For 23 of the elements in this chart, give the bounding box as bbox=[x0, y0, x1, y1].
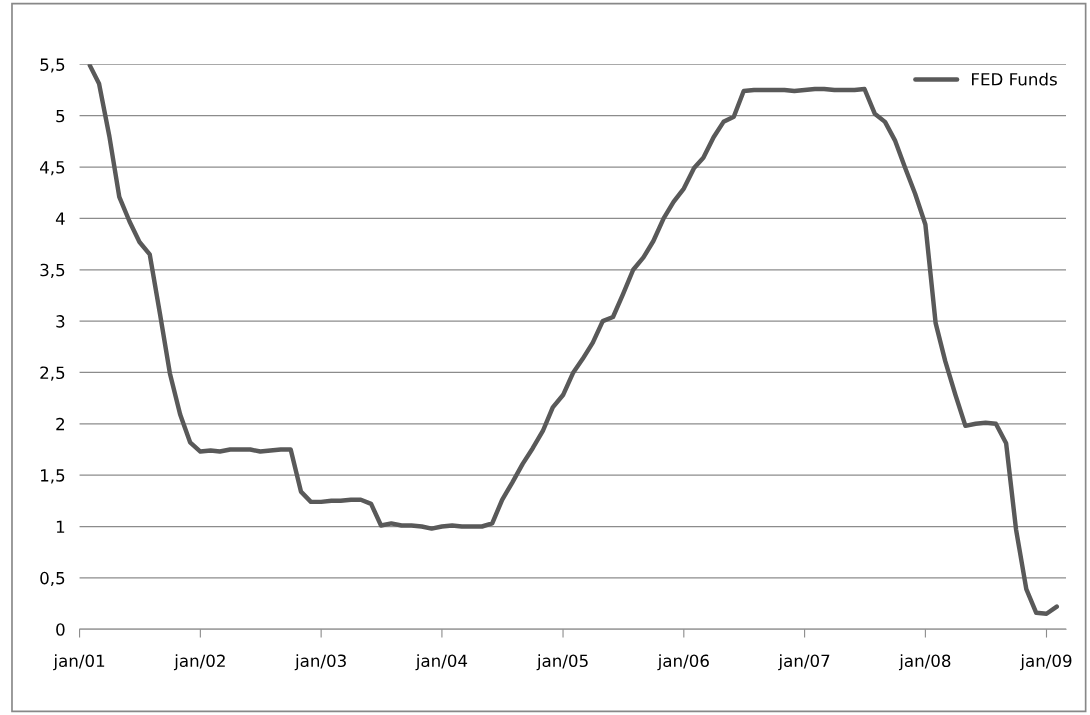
x-tick-label: jan/05 bbox=[536, 654, 588, 671]
x-tick-label: jan/07 bbox=[778, 654, 830, 671]
x-tick-label: jan/02 bbox=[173, 654, 225, 671]
y-tick-label: 3 bbox=[56, 315, 65, 328]
y-tick-label: 1,5 bbox=[41, 469, 65, 484]
y-tick-label: 4 bbox=[55, 212, 65, 225]
y-tick-label: 2 bbox=[56, 417, 65, 431]
x-tick-label: jan/04 bbox=[415, 654, 468, 671]
x-tick-label: jan/03 bbox=[294, 654, 346, 671]
y-tick-label: 3,5 bbox=[40, 263, 65, 279]
y-tick-label: 5,5 bbox=[40, 58, 65, 73]
y-tick-label: 0 bbox=[56, 623, 65, 636]
y-tick-label: 4,5 bbox=[39, 161, 65, 176]
y-tick-label: 1 bbox=[56, 520, 65, 533]
x-tick-label: jan/08 bbox=[898, 654, 951, 671]
x-tick-label: jan/01 bbox=[53, 654, 105, 671]
legend-label: FED Funds bbox=[972, 72, 1057, 86]
x-tick-label: jan/06 bbox=[657, 654, 709, 671]
line-series bbox=[87, 64, 1059, 617]
y-tick-label: 0,5 bbox=[40, 571, 65, 587]
y-tick-label: 2,5 bbox=[40, 366, 65, 381]
y-tick-label: 5 bbox=[56, 109, 65, 123]
x-tick-label: jan/09 bbox=[1020, 654, 1072, 671]
